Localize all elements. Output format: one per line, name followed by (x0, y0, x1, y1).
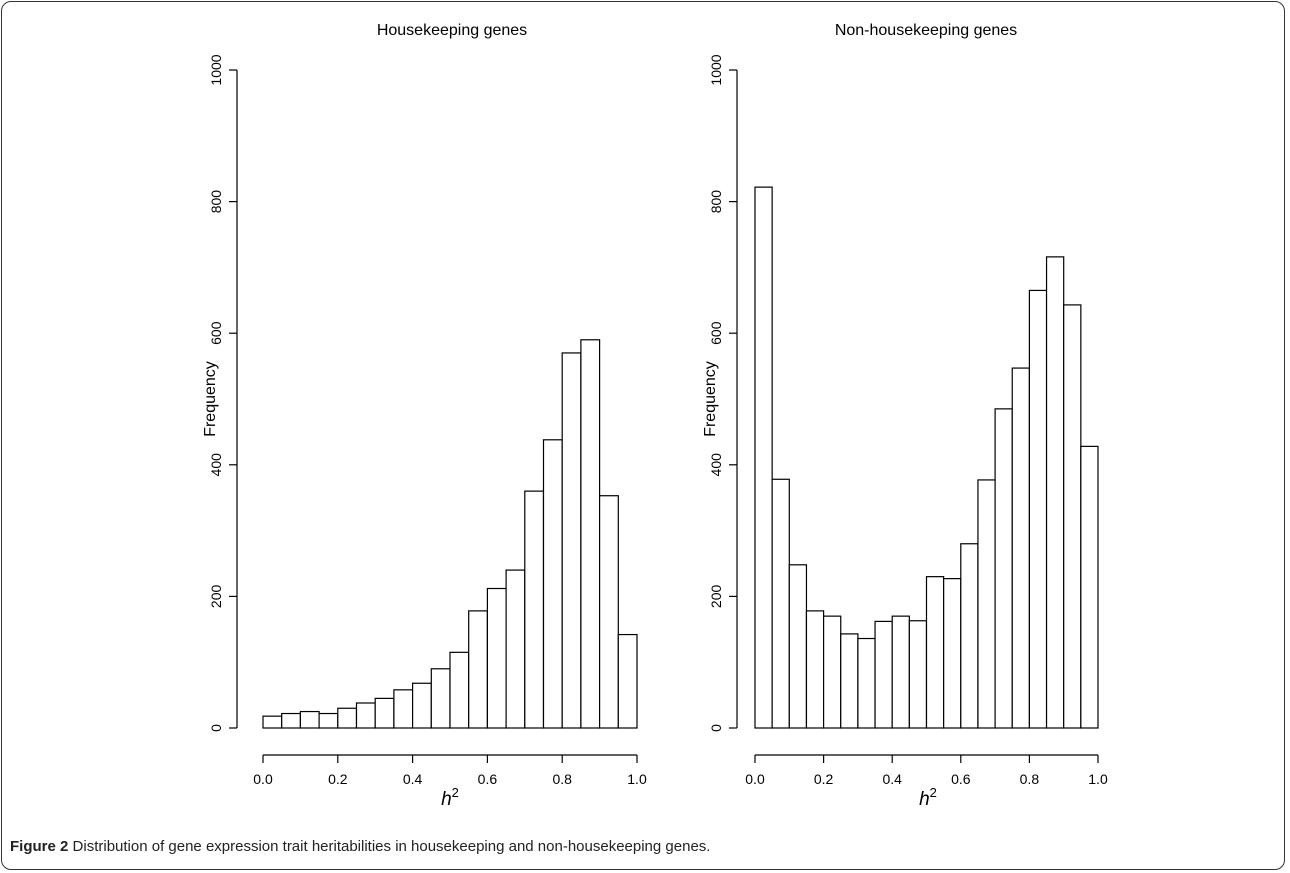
x-tick-label: 1.0 (1088, 771, 1108, 787)
histogram-bar (393, 689, 414, 729)
caption-label: Figure 2 (10, 838, 69, 855)
y-tick-label: 400 (708, 453, 724, 477)
panel-housekeeping: Housekeeping genes Frequency h2 0 200 400 6… (202, 22, 647, 810)
x-tick-label: 0.6 (951, 771, 971, 787)
histogram-bar (374, 697, 395, 729)
histogram-bar (299, 710, 320, 729)
histogram-bar (1045, 256, 1065, 729)
y-axis-label: Frequency (202, 361, 219, 437)
x-axis-label-sup: 2 (452, 785, 459, 800)
panel-non-housekeeping: Non-housekeeping genes Frequency h2 0 200… (702, 22, 1108, 810)
y-tick-label: 400 (208, 453, 224, 477)
histogram-bar (617, 633, 638, 729)
histogram-bar (994, 408, 1013, 729)
histogram-bar (430, 668, 451, 729)
y-tick-label: 800 (208, 190, 224, 214)
histogram-bar (960, 543, 979, 729)
histogram-bar (822, 615, 842, 729)
y-axis-label: Frequency (702, 361, 719, 437)
histogram-bar (598, 495, 619, 729)
y-tick-label: 200 (708, 585, 724, 609)
y-tick-label: 600 (208, 321, 224, 345)
histogram-bar (1011, 367, 1030, 729)
x-axis-label-sup: 2 (930, 785, 937, 800)
histogram-bar (355, 702, 376, 729)
x-tick-label: 0.0 (745, 771, 765, 787)
histogram-bar (908, 620, 928, 729)
y-tick-label: 1000 (208, 54, 224, 85)
caption-text: Distribution of gene expression trait he… (72, 838, 711, 855)
panel-title: Non-housekeeping genes (835, 22, 1017, 39)
histogram-bar (468, 610, 489, 729)
histogram-bar (891, 615, 910, 729)
histogram-bar (449, 651, 470, 729)
figure-plot: Housekeeping genes Frequency h2 02004006… (202, 22, 1108, 810)
x-axis-label: h2 (919, 785, 937, 810)
histogram-bar (580, 339, 601, 729)
histogram-bar (788, 564, 808, 729)
histogram-bar (1063, 304, 1082, 729)
x-tick-label: 0.4 (882, 771, 902, 787)
histogram-bar (412, 682, 432, 729)
x-axis-label-main: h (441, 789, 452, 810)
histogram-bar (874, 620, 893, 729)
histogram-bar (857, 637, 876, 729)
y-tick-label: 600 (708, 321, 724, 345)
y-tick-label: 800 (708, 190, 724, 214)
histogram-bar (1080, 445, 1099, 729)
histogram-bar (542, 439, 563, 729)
histogram-bar (925, 576, 945, 729)
y-tick-label: 0 (708, 724, 724, 732)
x-tick-label: 0.8 (1020, 771, 1040, 787)
y-tick-label: 200 (208, 585, 224, 609)
y-tick-label: 0 (208, 724, 224, 732)
x-axis-label: h2 (441, 785, 459, 810)
histogram-bar (561, 352, 582, 729)
x-tick-label: 0.2 (328, 771, 348, 787)
x-axis-label-main: h (919, 789, 930, 810)
histogram-bar (840, 633, 859, 729)
x-tick-label: 0.8 (552, 771, 572, 787)
histogram-bar (486, 587, 507, 729)
histogram-bar (805, 610, 825, 729)
y-tick-label: 1000 (708, 54, 724, 85)
x-tick-label: 0.6 (478, 771, 498, 787)
x-tick-label: 1.0 (627, 771, 647, 787)
panel-title: Housekeeping genes (377, 22, 527, 39)
histogram-bar (262, 715, 283, 729)
histogram-bar (524, 490, 545, 729)
histogram-bar (281, 712, 302, 729)
histogram-bar (505, 569, 526, 729)
figure-caption: Figure 2 Distribution of gene expression… (10, 838, 710, 855)
histogram-bar (771, 478, 790, 729)
x-tick-label: 0.4 (403, 771, 423, 787)
histogram-bar (337, 707, 358, 729)
histogram-bar (754, 186, 773, 729)
histogram-bar (943, 578, 962, 729)
x-tick-label: 0.2 (814, 771, 834, 787)
x-tick-label: 0.0 (253, 771, 273, 787)
histogram-bar (318, 712, 339, 729)
histogram-bar (1028, 289, 1048, 729)
histogram-bar (977, 479, 996, 729)
